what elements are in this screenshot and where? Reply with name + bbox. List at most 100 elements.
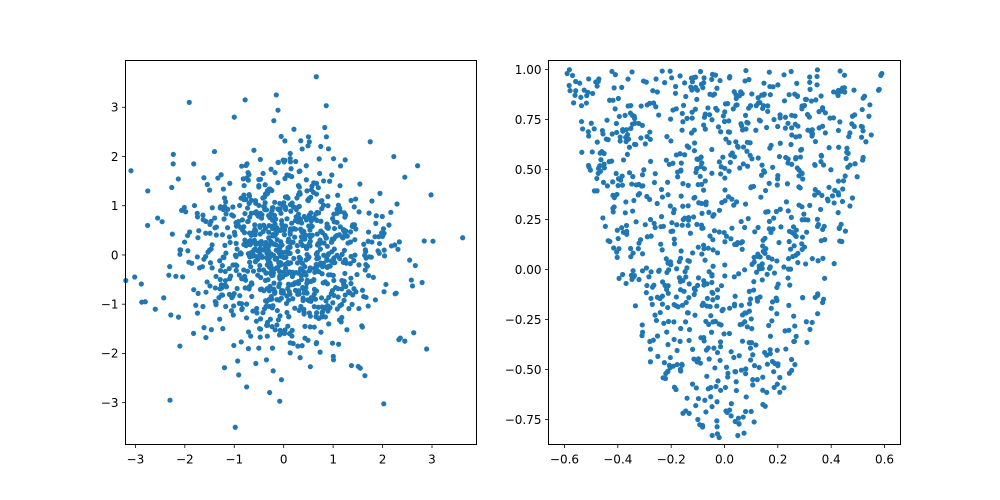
right-scatter-point <box>650 337 656 343</box>
right-scatter-point <box>788 214 794 220</box>
left-scatter-point <box>219 263 225 269</box>
right-scatter-point <box>617 134 623 140</box>
right-scatter-point <box>631 272 638 279</box>
right-scatter-point <box>659 247 665 253</box>
left-scatter-point <box>328 258 334 264</box>
left-scatter-point <box>316 210 322 216</box>
right-scatter-point <box>698 200 705 207</box>
left-scatter-point <box>402 338 408 344</box>
right-scatter-point <box>736 353 742 359</box>
right-x-tick-label: −0.6 <box>550 453 579 467</box>
left-scatter-point <box>286 331 293 337</box>
left-scatter-point <box>269 324 275 330</box>
right-scatter-point <box>678 193 684 199</box>
left-scatter-point <box>266 235 272 241</box>
right-scatter-point <box>791 243 797 249</box>
right-scatter-point <box>600 215 606 221</box>
right-scatter-point <box>777 389 783 395</box>
left-scatter-point <box>337 224 343 230</box>
right-scatter-point <box>593 79 599 85</box>
right-scatter-point <box>812 294 818 301</box>
right-scatter-point <box>745 216 751 222</box>
left-scatter-point <box>318 295 325 301</box>
left-scatter-point <box>267 316 273 322</box>
right-scatter-point <box>671 336 677 343</box>
left-scatter-point <box>303 289 310 295</box>
right-scatter-point <box>868 132 874 138</box>
right-scatter-point <box>661 320 667 326</box>
right-scatter-point <box>659 301 666 307</box>
right-scatter-point <box>724 409 730 416</box>
right-scatter-point <box>732 293 738 299</box>
right-scatter-point <box>639 251 646 257</box>
left-scatter-point <box>219 232 226 238</box>
right-scatter-point <box>795 250 801 256</box>
right-scatter-point <box>735 415 742 421</box>
left-scatter-point <box>145 222 151 229</box>
right-scatter-point <box>680 203 686 209</box>
right-scatter-point <box>861 93 868 99</box>
right-scatter-point <box>679 110 685 117</box>
right-scatter-point <box>639 333 645 339</box>
left-scatter-point <box>201 325 207 331</box>
right-scatter-point <box>602 223 608 229</box>
left-scatter-point <box>300 297 306 304</box>
right-scatter-point <box>725 194 732 200</box>
left-scatter-point <box>275 159 281 165</box>
left-scatter-point <box>209 242 215 248</box>
right-scatter-point <box>763 124 770 131</box>
right-scatter-point <box>739 127 746 133</box>
right-scatter-point <box>767 92 773 98</box>
left-scatter-point <box>191 161 197 167</box>
right-scatter-point <box>580 126 586 132</box>
right-scatter-point <box>694 221 700 227</box>
left-scatter-point <box>268 251 274 257</box>
left-scatter-point <box>317 246 323 252</box>
left-scatter-point <box>299 146 305 152</box>
right-scatter-point <box>689 346 696 352</box>
right-scatter-point <box>745 163 751 169</box>
right-scatter-point <box>753 269 760 275</box>
left-scatter-point <box>288 208 294 214</box>
right-scatter-point <box>743 371 749 377</box>
left-scatter-point <box>274 265 280 271</box>
left-scatter-point <box>257 176 264 182</box>
right-scatter-point <box>676 259 682 265</box>
left-scatter-point <box>194 310 201 316</box>
right-scatter-point <box>717 357 723 364</box>
right-scatter-point <box>700 85 706 91</box>
left-scatter-point <box>254 310 260 316</box>
right-scatter-point <box>722 262 728 268</box>
right-scatter-point <box>701 122 707 128</box>
right-scatter-point <box>789 125 795 131</box>
right-scatter-point <box>752 229 758 235</box>
left-scatter-point <box>269 187 275 194</box>
right-scatter-point <box>635 246 641 252</box>
right-scatter-point <box>761 168 767 174</box>
left-scatter-point <box>392 242 398 248</box>
right-scatter-point <box>674 361 680 368</box>
right-scatter-point <box>751 254 757 260</box>
right-scatter-point <box>652 312 658 318</box>
right-scatter-point <box>610 179 616 185</box>
right-scatter-point <box>788 68 794 75</box>
right-scatter-point <box>669 220 675 226</box>
left-scatter-point <box>257 316 264 322</box>
left-scatter-point <box>221 216 227 222</box>
left-scatter-point <box>230 213 236 219</box>
right-scatter-point <box>748 408 754 415</box>
right-scatter-point <box>742 112 749 118</box>
right-scatter-point <box>641 167 647 173</box>
right-scatter-point <box>781 385 787 391</box>
right-scatter-point <box>651 179 658 186</box>
right-scatter-point <box>569 72 576 79</box>
left-scatter-point <box>253 318 259 324</box>
left-scatter-point <box>213 273 219 280</box>
right-scatter-point <box>809 256 815 262</box>
left-scatter-point <box>337 183 343 189</box>
left-scatter-point <box>283 254 289 260</box>
left-scatter-point <box>257 334 263 340</box>
right-scatter-point <box>686 326 693 333</box>
right-scatter-point <box>675 174 681 180</box>
